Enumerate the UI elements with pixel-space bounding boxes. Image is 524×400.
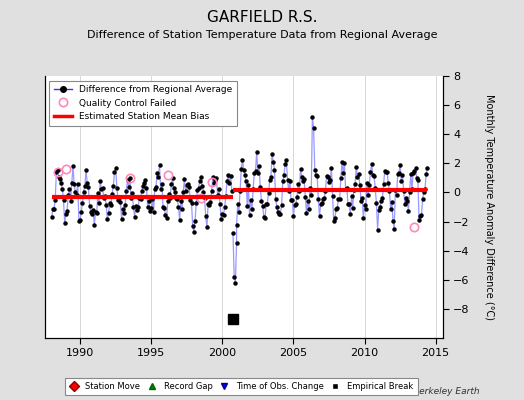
- Legend: Station Move, Record Gap, Time of Obs. Change, Empirical Break: Station Move, Record Gap, Time of Obs. C…: [64, 378, 418, 395]
- Text: GARFIELD R.S.: GARFIELD R.S.: [207, 10, 317, 25]
- Text: Berkeley Earth: Berkeley Earth: [413, 387, 479, 396]
- Y-axis label: Monthly Temperature Anomaly Difference (°C): Monthly Temperature Anomaly Difference (…: [484, 94, 494, 320]
- Legend: Difference from Regional Average, Quality Control Failed, Estimated Station Mean: Difference from Regional Average, Qualit…: [49, 80, 237, 126]
- Text: Difference of Station Temperature Data from Regional Average: Difference of Station Temperature Data f…: [87, 30, 437, 40]
